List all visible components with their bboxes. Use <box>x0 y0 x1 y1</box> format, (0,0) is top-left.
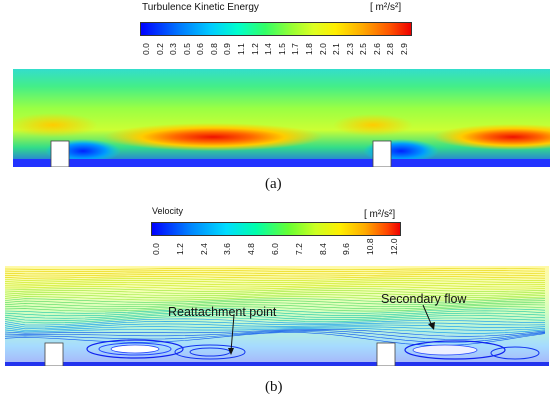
streamline <box>5 286 546 290</box>
tke-colorbar <box>140 22 412 36</box>
streamline <box>5 314 546 321</box>
reattachment-point-label: Reattachment point <box>168 305 277 319</box>
velocity-tick-label: 8.4 <box>317 243 328 255</box>
streamline <box>5 310 546 317</box>
tke-tick-label: 0.0 <box>141 43 151 55</box>
secondary-flow-label: Secondary flow <box>381 292 467 306</box>
streamline <box>5 282 546 286</box>
streamline <box>5 311 546 319</box>
streamline <box>5 278 546 281</box>
tke-tick-label: 0.5 <box>181 43 192 55</box>
streamline <box>5 272 546 275</box>
streamline <box>5 320 546 328</box>
streamline <box>5 298 546 303</box>
streamline <box>5 296 546 301</box>
tke-tick-label: 2.5 <box>358 43 369 55</box>
velocity-colorbar-title: Velocity <box>152 206 184 216</box>
velocity-tick-label: 4.8 <box>246 243 257 255</box>
tke-tick-label: 2.8 <box>385 43 396 55</box>
streamline-plot <box>5 266 549 366</box>
streamline <box>5 284 546 288</box>
streamline <box>5 280 545 283</box>
streamline <box>5 318 546 326</box>
streamline <box>5 302 546 308</box>
streamline <box>5 328 546 337</box>
tke-tick-label: 0.6 <box>195 43 206 55</box>
tke-tick-label: 2.3 <box>344 43 355 55</box>
streamline <box>5 292 546 297</box>
velocity-tick-label: 0.0 <box>151 243 161 255</box>
velocity-tick-label: 7.2 <box>293 243 304 255</box>
streamline <box>5 327 546 334</box>
streamline <box>5 331 546 343</box>
tke-tick-label: 0.3 <box>168 43 179 55</box>
streamline <box>5 323 546 330</box>
velocity-tick-label: 10.8 <box>365 238 376 255</box>
streamlines <box>5 268 546 346</box>
recirculation-vortices <box>86 339 540 360</box>
tke-tick-label: 0.2 <box>154 43 165 55</box>
tke-tick-label: 2.9 <box>399 43 409 55</box>
tke-tick-label: 1.2 <box>249 43 260 55</box>
streamline <box>5 288 546 292</box>
tke-colorbar-title: Turbulence Kinetic Energy <box>142 2 259 13</box>
tke-tick-label: 1.8 <box>303 43 314 55</box>
streamline <box>5 274 546 277</box>
tke-tick-label: 2.6 <box>371 43 382 55</box>
streamline <box>5 300 546 305</box>
velocity-tick-label: 12.0 <box>389 238 399 255</box>
tke-contour-plot <box>13 69 550 167</box>
streamline <box>5 326 546 331</box>
tke-tick-label: 2.0 <box>317 43 328 55</box>
streamline <box>5 270 546 272</box>
velocity-tick-label: 3.6 <box>222 243 233 255</box>
tke-tick-label: 0.9 <box>222 43 233 55</box>
velocity-tick-label: 1.2 <box>174 243 185 255</box>
tke-tick-label: 1.7 <box>290 43 301 55</box>
velocity-colorbar-unit: [ m²/s²] <box>364 209 396 220</box>
tke-tick-label: 1.1 <box>236 43 247 55</box>
streamline <box>5 268 546 270</box>
tke-tick-label: 1.5 <box>276 43 287 55</box>
panel-b-label: (b) <box>265 379 283 395</box>
streamline <box>5 294 546 299</box>
panel-a-label: (a) <box>265 176 282 192</box>
tke-tick-label: 0.8 <box>208 43 219 55</box>
streamline <box>5 316 546 324</box>
streamline <box>5 306 546 312</box>
velocity-tick-label: 2.4 <box>198 243 209 255</box>
streamline <box>5 304 546 310</box>
streamline <box>5 308 546 314</box>
tke-tick-label: 2.1 <box>331 43 342 55</box>
streamline <box>5 290 546 294</box>
velocity-tick-label: 6.0 <box>270 243 280 255</box>
streamline <box>5 276 546 279</box>
streamline <box>5 330 546 340</box>
tke-tick-label: 1.4 <box>263 43 274 55</box>
tke-colorbar-unit: [ m²/s²] <box>370 2 402 13</box>
velocity-tick-label: 9.6 <box>341 243 352 255</box>
velocity-colorbar <box>151 222 401 236</box>
